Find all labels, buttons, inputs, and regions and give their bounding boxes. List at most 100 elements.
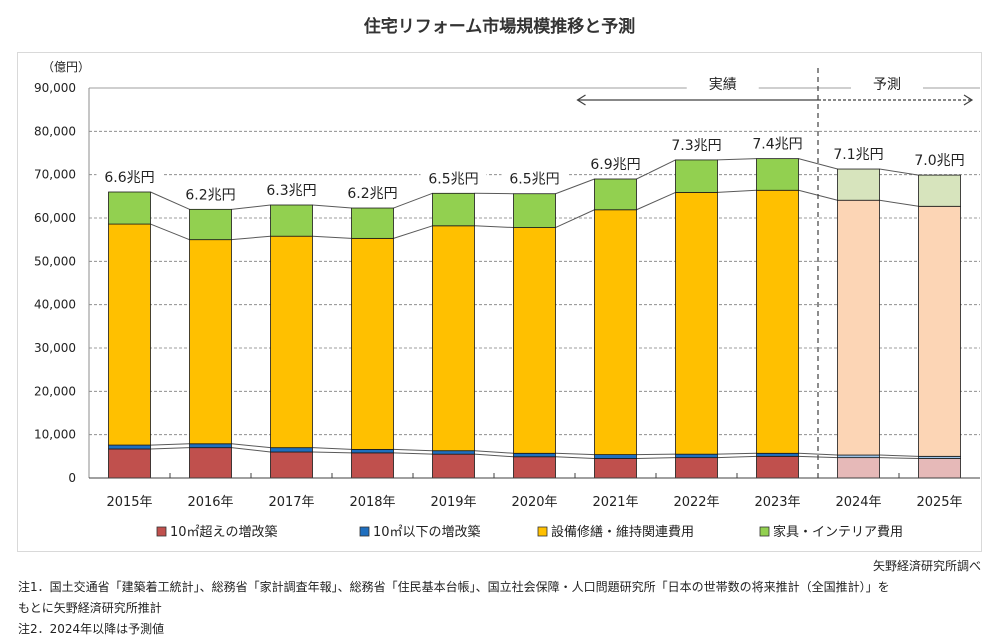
y-tick-label: 40,000 (34, 298, 76, 312)
bar-segment (513, 452, 556, 458)
total-label-bg (420, 169, 487, 188)
bar-segment (108, 448, 151, 479)
bar-segment (918, 174, 961, 207)
forecast-label-bg (851, 74, 923, 94)
bar-segment (756, 455, 799, 479)
total-label-bg (501, 169, 568, 188)
x-tick-label: 2022年 (673, 495, 719, 510)
x-tick-label: 2023年 (754, 495, 800, 510)
bar-segment (270, 447, 313, 453)
y-tick-label: 20,000 (34, 384, 76, 398)
bar-segment (189, 447, 232, 479)
connector-line (150, 443, 190, 446)
y-axis-label: （億円） (42, 60, 90, 74)
bar-segment (432, 453, 475, 479)
total-labels: 6.6兆円 6.2兆円 6.3兆円 6.2兆円 6.5兆円 6.5兆円 6.9兆円 7.3兆円… (96, 134, 973, 204)
total-label: 7.1兆円 (833, 147, 883, 163)
total-label: 6.5兆円 (509, 172, 559, 188)
bar-segment (756, 452, 799, 457)
connector-line (231, 443, 271, 449)
bar-segment (675, 192, 718, 455)
legend-label: 10㎡以下の増改築 (373, 525, 481, 540)
y-axis: 0 10,000 20,000 30,000 40,000 50,000 60,000 70,… (34, 60, 90, 485)
bar-segment (675, 453, 718, 459)
connector-line (150, 191, 190, 210)
bar-segment (351, 237, 394, 450)
bar-segment (675, 457, 718, 479)
y-tick-label: 30,000 (34, 341, 76, 355)
bar-segment (918, 205, 961, 457)
y-tick-label: 60,000 (34, 211, 76, 225)
connector-line (393, 192, 433, 209)
x-tick-label: 2020年 (511, 495, 557, 510)
connector-line (312, 204, 352, 209)
connector-line (393, 452, 433, 455)
note-2: 注2．2024年以降は予測値 (18, 622, 165, 636)
bar-segment (756, 158, 799, 191)
x-axis: 2015年 2016年 2017年 2018年 2019年 2020年 2021年 2022年… (89, 473, 980, 510)
note-1-continued: もとに矢野経済研究所推計 (18, 601, 162, 615)
connector-line (555, 178, 595, 195)
bar-segment (594, 458, 637, 479)
bar-segment (351, 448, 394, 454)
y-tick-label: 80,000 (34, 124, 76, 138)
bar-segment (351, 452, 394, 479)
total-label-bg (177, 185, 244, 204)
y-tick-label: 70,000 (34, 168, 76, 182)
connector-line (636, 457, 676, 459)
x-tick-label: 2016年 (187, 495, 233, 510)
bar-segment (675, 159, 718, 193)
connector-line (150, 223, 190, 241)
connector-line (798, 158, 838, 170)
legend-swatch (156, 526, 167, 537)
connector-line (636, 159, 676, 180)
connector-line (717, 455, 757, 459)
y-tick-label: 90,000 (34, 81, 76, 95)
connector-line (312, 235, 352, 239)
bar-segment (513, 456, 556, 479)
total-label-bg (744, 134, 811, 153)
bar-segment (189, 443, 232, 449)
total-label: 7.0兆円 (914, 153, 964, 169)
bar-segment (351, 207, 394, 239)
total-label-bg (339, 184, 406, 203)
total-label: 6.5兆円 (428, 171, 478, 187)
bar-segment (837, 199, 880, 456)
total-label: 6.2兆円 (347, 186, 397, 202)
total-label: 6.3兆円 (266, 183, 316, 199)
bars (108, 158, 961, 479)
total-label-bg (663, 135, 730, 154)
page-title: 住宅リフォーム市場規模推移と予測 (363, 17, 636, 37)
bar-segment (837, 168, 880, 201)
connector-line (717, 189, 757, 193)
connector-line (879, 454, 919, 457)
actual-arrow-head (576, 94, 586, 106)
bar-segment (189, 208, 232, 241)
bar-segment (513, 227, 556, 454)
bar-segment (432, 450, 475, 455)
connector-line (312, 447, 352, 450)
connector-line (555, 209, 595, 228)
legend-swatch (759, 526, 770, 537)
actual-label: 実績 (709, 77, 737, 93)
bar-segment (270, 235, 313, 449)
connector-line (717, 158, 757, 161)
x-tick-label: 2015年 (106, 495, 152, 510)
connector-line (474, 225, 514, 229)
chart-frame (17, 52, 982, 552)
forecast-arrow-head (963, 94, 974, 106)
legend-label: 10㎡超えの増改築 (170, 525, 278, 540)
y-tick-label: 0 (68, 471, 76, 485)
connector-line (231, 447, 271, 453)
bar-segment (594, 178, 637, 211)
connector-line (150, 447, 190, 450)
legend-swatch (537, 526, 548, 537)
bar-segment (189, 239, 232, 445)
x-tick-label: 2017年 (268, 495, 314, 510)
bar-segment (108, 444, 151, 450)
connector-line (555, 456, 595, 459)
x-tick-label: 2019年 (430, 495, 476, 510)
bar-segment (432, 225, 475, 452)
y-tick-label: 50,000 (34, 254, 76, 268)
